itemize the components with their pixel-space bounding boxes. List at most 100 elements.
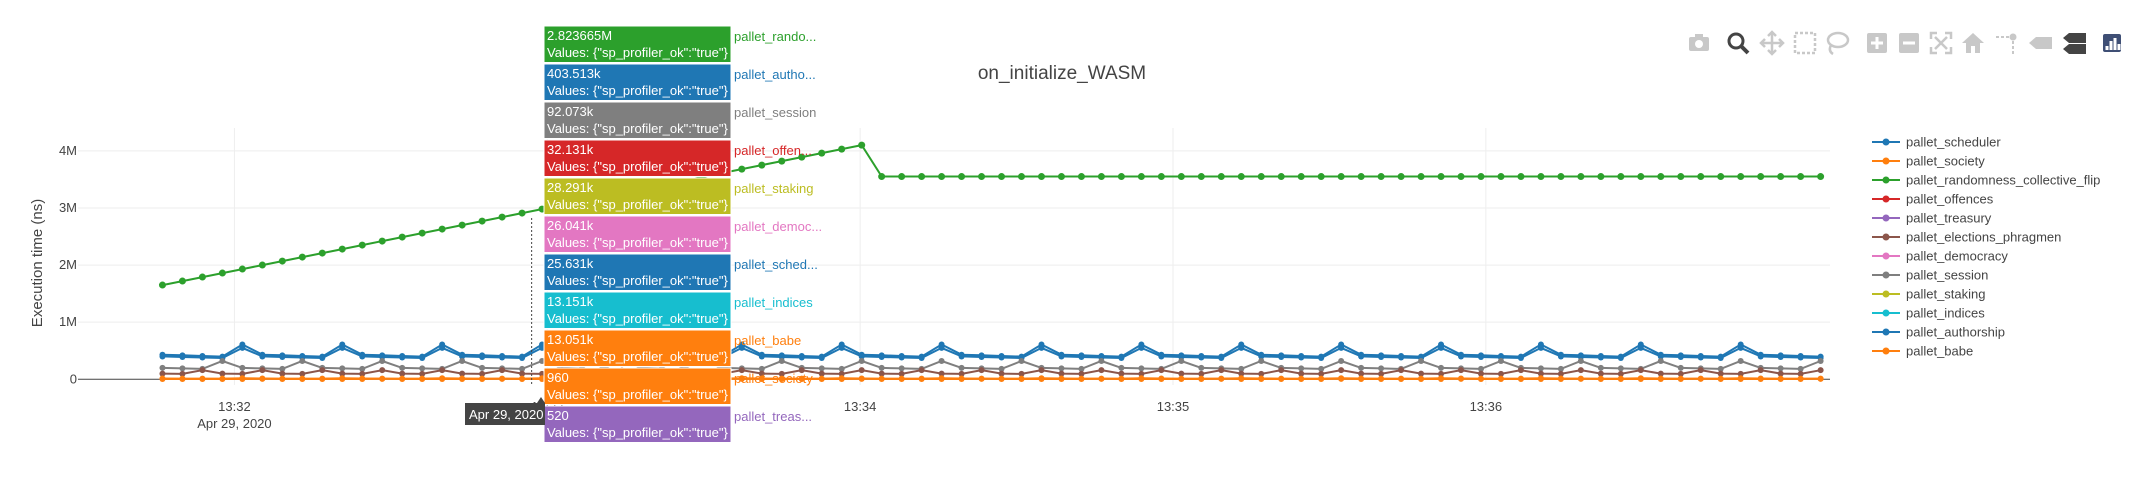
data-point (1617, 354, 1624, 361)
data-point (758, 353, 765, 360)
hover-closest-icon[interactable] (2029, 31, 2053, 55)
data-point (1677, 375, 1684, 382)
data-point (419, 375, 426, 382)
hover-series-name: pallet_indices (734, 295, 813, 310)
data-point (1157, 173, 1165, 181)
data-point (339, 344, 346, 351)
data-point (1398, 354, 1405, 361)
spike-lines-icon[interactable] (1995, 31, 2019, 55)
data-point (199, 367, 206, 374)
lasso-select-icon[interactable] (1825, 31, 1850, 56)
data-point (1777, 370, 1784, 377)
legend-item-pallet-treasury[interactable]: pallet_treasury (1872, 211, 1992, 226)
hover-value-detail: Values: {"sp_profiler_ok":"true"} (547, 197, 728, 212)
data-point (1198, 354, 1205, 361)
data-point (378, 237, 386, 245)
data-point (1777, 173, 1785, 181)
data-point (518, 209, 526, 217)
hover-compare-icon[interactable] (2063, 31, 2087, 55)
y-tick-label: 2M (59, 257, 77, 272)
data-point (479, 353, 486, 360)
data-point (1138, 344, 1145, 351)
legend-item-pallet-offences[interactable]: pallet_offences (1872, 192, 1994, 207)
zoom-icon[interactable] (1726, 31, 1750, 55)
legend-item-pallet-scheduler[interactable]: pallet_scheduler (1872, 135, 2001, 150)
legend-swatch-marker (1882, 252, 1890, 260)
hover-x-label: Apr 29, 2020 (465, 397, 545, 425)
data-point (1477, 353, 1484, 360)
data-point (918, 375, 925, 382)
zoom-in-plus (1871, 37, 1883, 49)
data-point (738, 367, 745, 374)
legend-item-pallet-indices[interactable]: pallet_indices (1872, 306, 1985, 321)
data-point (1178, 370, 1185, 377)
legend-item-pallet-democracy[interactable]: pallet_democracy (1872, 249, 2008, 264)
autoscale-icon[interactable] (1929, 31, 1953, 55)
legend-item-pallet-session[interactable]: pallet_session (1872, 268, 1988, 283)
legend-item-pallet-babe[interactable]: pallet_babe (1872, 344, 1973, 359)
data-point (1238, 370, 1245, 377)
data-point (1298, 365, 1305, 372)
box-select-shape (1793, 31, 1817, 55)
data-point (1737, 375, 1744, 382)
data-point (998, 375, 1005, 382)
reset-axes-icon[interactable] (1961, 31, 1985, 55)
legend-swatch-marker (1882, 328, 1890, 336)
data-point (1477, 173, 1485, 181)
hover-value: 403.513k (547, 66, 601, 81)
modebar[interactable] (1687, 30, 2124, 56)
hover-compare-bottom (2063, 44, 2086, 54)
plotly-logo-bar (2105, 46, 2109, 50)
hover-item: 26.041k Values: {"sp_profiler_ok":"true"}… (543, 215, 822, 253)
legend-item-pallet-randomness-collective-flip[interactable]: pallet_randomness_collective_flip (1872, 173, 2100, 188)
data-point (1297, 173, 1305, 181)
pan-icon[interactable] (1759, 30, 1785, 56)
series-line (162, 359, 1821, 370)
data-point (1438, 344, 1445, 351)
plotly-logo-icon[interactable] (2100, 31, 2124, 55)
x-tick-label: 13:32 (218, 399, 251, 414)
data-point (838, 375, 845, 382)
zoom-in-icon[interactable] (1865, 31, 1889, 55)
legend-item-pallet-authorship[interactable]: pallet_authorship (1872, 325, 2005, 340)
data-point (1557, 365, 1564, 372)
data-point (1278, 375, 1285, 382)
series-line (162, 369, 1821, 375)
data-point (379, 375, 386, 382)
data-point (878, 353, 885, 360)
data-point (1757, 173, 1765, 181)
hover-value: 960 (547, 370, 569, 385)
data-point (798, 153, 806, 161)
data-point (1617, 375, 1624, 382)
chart-title: on_initialize_WASM (978, 63, 1146, 84)
data-point (459, 358, 466, 365)
data-point (1077, 173, 1085, 181)
data-point (1238, 344, 1245, 351)
legend-item-pallet-staking[interactable]: pallet_staking (1872, 287, 1986, 302)
camera-icon[interactable] (1687, 31, 1711, 55)
hover-value-detail: Values: {"sp_profiler_ok":"true"} (547, 425, 728, 440)
legend-label: pallet_scheduler (1906, 135, 2001, 150)
data-point (1477, 375, 1484, 382)
series-layer (158, 141, 1825, 383)
legend-swatch-marker (1882, 347, 1890, 355)
data-point (1757, 353, 1764, 360)
legend-item-pallet-elections-phragmen[interactable]: pallet_elections_phragmen (1872, 230, 2061, 245)
legend[interactable]: pallet_scheduler pallet_society pallet_ran… (1872, 135, 2100, 359)
modebar-hitbox[interactable] (1793, 31, 1817, 55)
data-point (998, 365, 1005, 372)
data-point (1058, 365, 1065, 372)
data-point (1358, 375, 1365, 382)
data-point (459, 353, 466, 360)
legend-item-pallet-society[interactable]: pallet_society (1872, 154, 1985, 169)
data-point (1298, 354, 1305, 361)
hover-value-detail: Values: {"sp_profiler_ok":"true"} (547, 83, 728, 98)
data-point (359, 353, 366, 360)
data-point (1438, 364, 1445, 371)
box-select-icon[interactable] (1793, 31, 1817, 55)
data-point (1497, 358, 1504, 365)
data-point (1817, 375, 1824, 382)
zoom-out-icon[interactable] (1897, 31, 1921, 55)
data-point (1717, 375, 1724, 382)
data-point (818, 370, 825, 377)
